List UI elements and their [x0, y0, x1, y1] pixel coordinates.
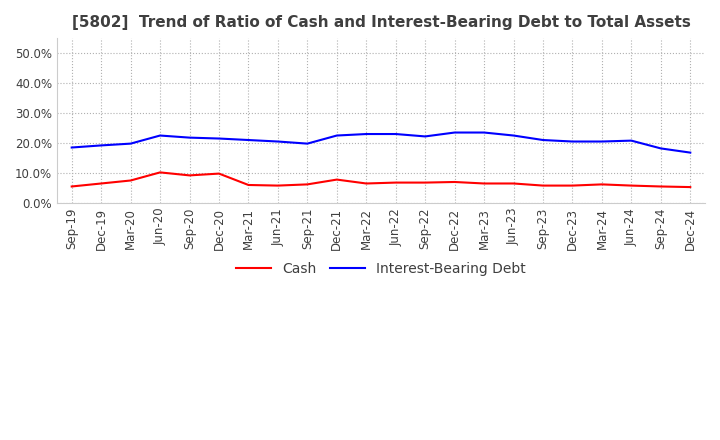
- Cash: [686, 184, 695, 190]
- Interest-Bearing Debt: [598, 139, 606, 144]
- Cash: [480, 181, 488, 186]
- Cash: [97, 181, 106, 186]
- Cash: [244, 182, 253, 187]
- Cash: [657, 184, 665, 189]
- Interest-Bearing Debt: [185, 135, 194, 140]
- Cash: [539, 183, 547, 188]
- Interest-Bearing Debt: [480, 130, 488, 135]
- Legend: Cash, Interest-Bearing Debt: Cash, Interest-Bearing Debt: [230, 257, 531, 282]
- Interest-Bearing Debt: [392, 132, 400, 137]
- Interest-Bearing Debt: [303, 141, 312, 146]
- Interest-Bearing Debt: [627, 138, 636, 143]
- Interest-Bearing Debt: [450, 130, 459, 135]
- Interest-Bearing Debt: [421, 134, 430, 139]
- Title: [5802]  Trend of Ratio of Cash and Interest-Bearing Debt to Total Assets: [5802] Trend of Ratio of Cash and Intere…: [71, 15, 690, 30]
- Interest-Bearing Debt: [686, 150, 695, 155]
- Interest-Bearing Debt: [126, 141, 135, 146]
- Interest-Bearing Debt: [156, 133, 164, 138]
- Line: Interest-Bearing Debt: Interest-Bearing Debt: [72, 132, 690, 153]
- Interest-Bearing Debt: [215, 136, 223, 141]
- Cash: [333, 177, 341, 182]
- Cash: [185, 173, 194, 178]
- Cash: [598, 182, 606, 187]
- Cash: [568, 183, 577, 188]
- Interest-Bearing Debt: [539, 137, 547, 143]
- Cash: [215, 171, 223, 176]
- Line: Cash: Cash: [72, 172, 690, 187]
- Cash: [392, 180, 400, 185]
- Cash: [509, 181, 518, 186]
- Cash: [303, 182, 312, 187]
- Interest-Bearing Debt: [509, 133, 518, 138]
- Cash: [68, 184, 76, 189]
- Cash: [274, 183, 282, 188]
- Cash: [450, 180, 459, 185]
- Interest-Bearing Debt: [333, 133, 341, 138]
- Interest-Bearing Debt: [274, 139, 282, 144]
- Interest-Bearing Debt: [244, 137, 253, 143]
- Cash: [421, 180, 430, 185]
- Cash: [362, 181, 371, 186]
- Cash: [156, 170, 164, 175]
- Interest-Bearing Debt: [362, 132, 371, 137]
- Cash: [126, 178, 135, 183]
- Interest-Bearing Debt: [68, 145, 76, 150]
- Cash: [627, 183, 636, 188]
- Interest-Bearing Debt: [97, 143, 106, 148]
- Interest-Bearing Debt: [568, 139, 577, 144]
- Interest-Bearing Debt: [657, 146, 665, 151]
